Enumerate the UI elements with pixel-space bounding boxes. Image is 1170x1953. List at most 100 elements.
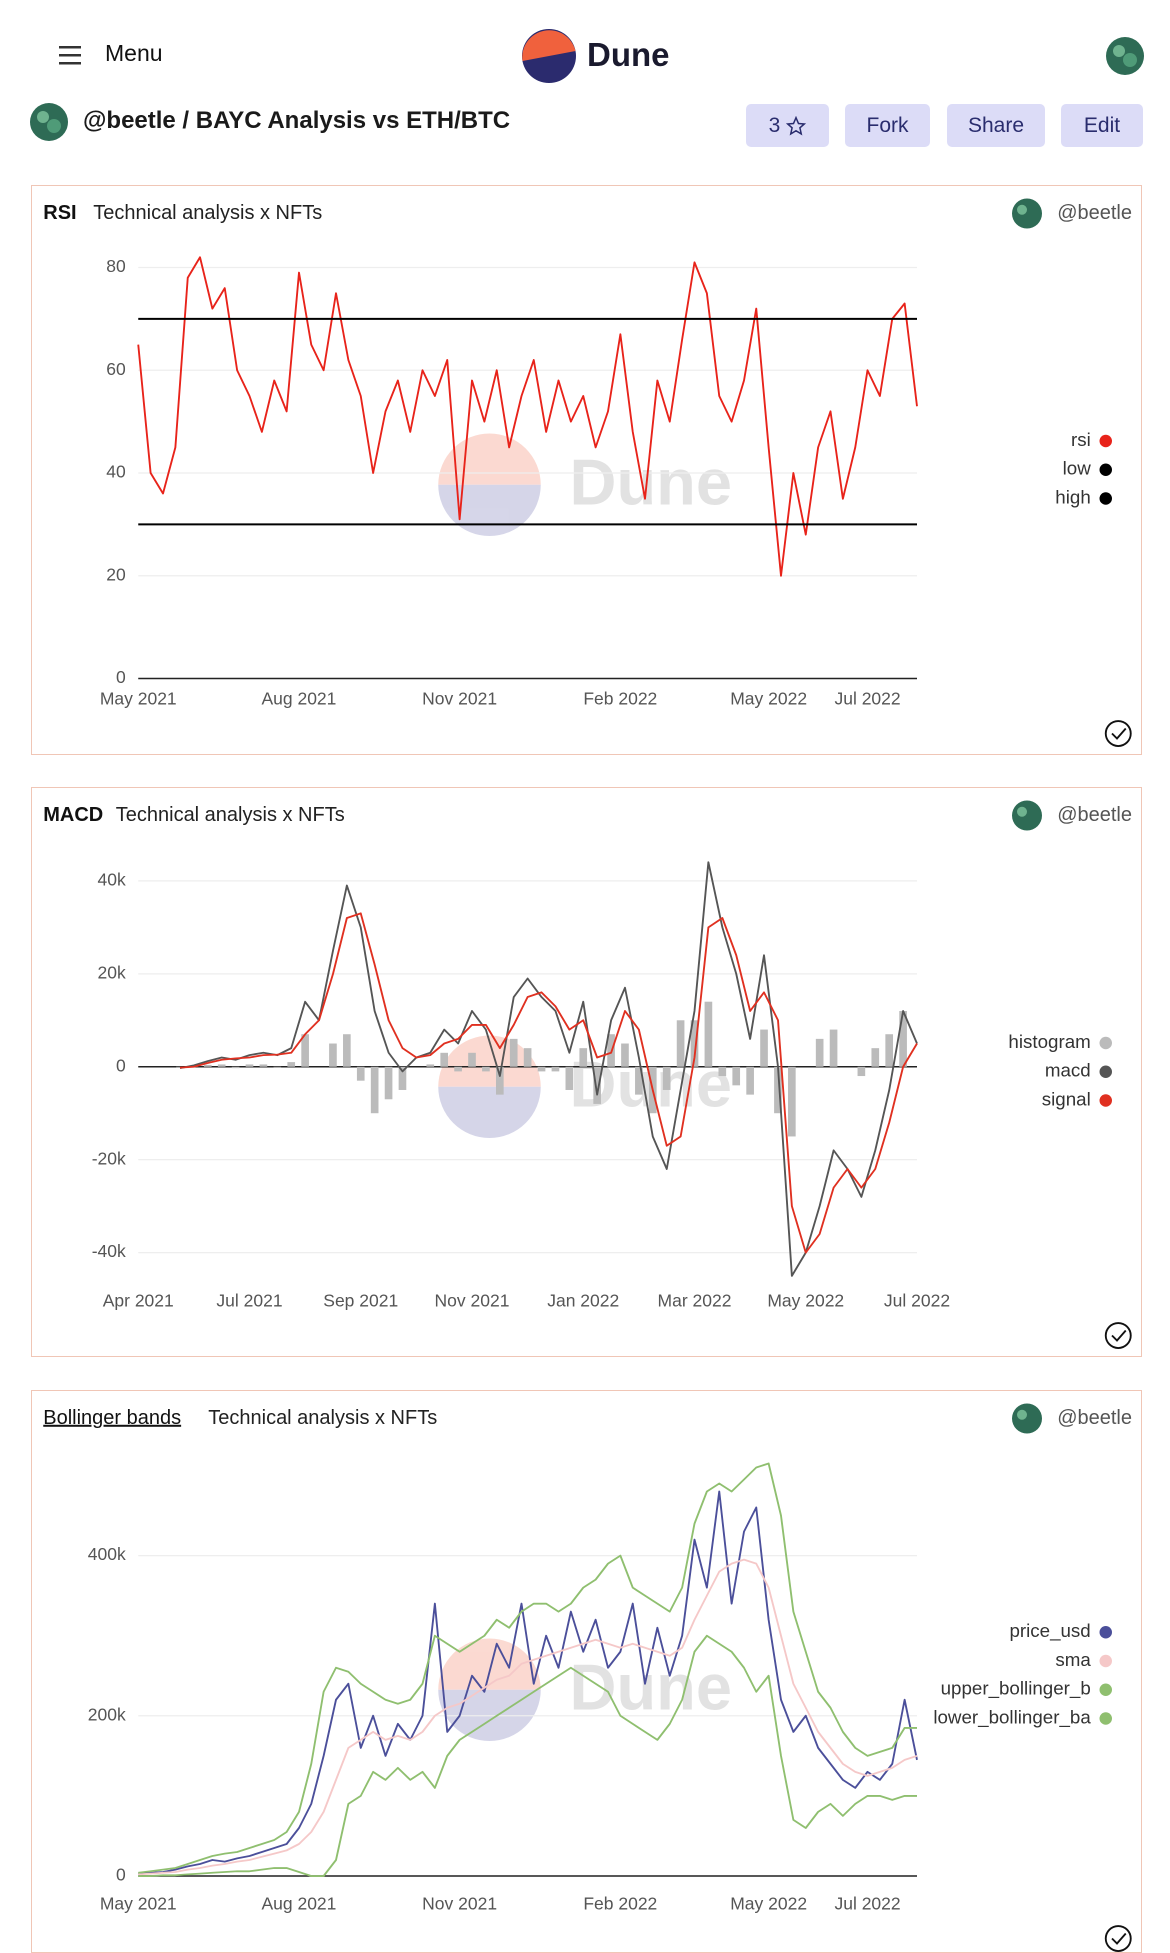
menu-label[interactable]: Menu (105, 40, 163, 66)
logo-icon (522, 29, 576, 83)
status-check (1111, 727, 1127, 740)
legend-dot (1099, 1712, 1112, 1725)
histogram-bar (857, 1066, 866, 1077)
x-tick-label: Jul 2022 (834, 688, 900, 708)
legend-dot (1099, 1094, 1112, 1107)
legend-label[interactable]: high (1055, 486, 1090, 507)
histogram-bar (426, 1064, 435, 1067)
y-tick-label: 20k (98, 962, 126, 982)
avatar-bg (1012, 1403, 1042, 1434)
x-tick-label: Jul 2021 (216, 1290, 282, 1310)
chart-title[interactable]: Bollinger bands (43, 1407, 181, 1429)
legend-dot (1099, 1683, 1112, 1696)
legend-label[interactable]: low (1063, 458, 1092, 479)
y-tick-label: 0 (116, 667, 126, 687)
histogram-bar (690, 1020, 699, 1067)
chart-panel: DuneMACDTechnical analysis x NFTs@beetle… (31, 787, 1142, 1357)
histogram-bar (454, 1066, 462, 1072)
chart-subtitle: Technical analysis x NFTs (116, 804, 345, 826)
watermark-circle (438, 484, 541, 536)
chart-title: MACD (43, 804, 103, 826)
x-tick-label: Aug 2021 (261, 688, 336, 708)
histogram-bar (287, 1062, 296, 1067)
histogram-bar (537, 1066, 546, 1072)
star-count: 3 (768, 113, 781, 137)
status-circle (1104, 720, 1132, 747)
watermark: Dune (438, 433, 732, 536)
chart: Dune Bollinger bands Technical analysis x … (43, 1403, 1132, 1952)
x-tick-label: May 2022 (767, 1290, 844, 1310)
histogram-bar (523, 1048, 532, 1067)
histogram-bar (203, 1064, 212, 1067)
status-icon (1104, 1925, 1132, 1952)
edit-button[interactable]: Edit (1061, 104, 1143, 147)
legend-dot (1099, 434, 1112, 448)
watermark-circle (438, 1638, 541, 1690)
x-tick-label: Jul 2022 (884, 1290, 950, 1310)
chart-subtitle: Technical analysis x NFTs (93, 202, 322, 224)
legend-label[interactable]: signal (1042, 1088, 1091, 1109)
histogram-bar (482, 1066, 490, 1072)
histogram-bar (718, 1066, 727, 1077)
chart-author[interactable]: @beetle (1057, 202, 1132, 224)
legend-label[interactable]: lower_bollinger_ba (933, 1706, 1091, 1728)
legend-label[interactable]: upper_bollinger_b (941, 1678, 1091, 1700)
histogram-bar (384, 1066, 393, 1100)
x-tick-label: Aug 2021 (261, 1893, 336, 1913)
histogram-bar (551, 1066, 560, 1072)
legend-label[interactable]: sma (1055, 1649, 1091, 1670)
y-tick-label: 20 (106, 564, 126, 584)
x-tick-label: Jul 2022 (834, 1893, 900, 1913)
histogram-bar (565, 1066, 574, 1090)
histogram-bar (301, 1034, 309, 1067)
histogram-bar (662, 1066, 671, 1090)
owner-avatar[interactable] (29, 102, 69, 142)
x-tick-label: Nov 2021 (435, 1290, 510, 1310)
histogram-bar (356, 1066, 365, 1081)
chart: Dune RSI Technical analysis x NFTs @beetle 0… (43, 198, 1132, 747)
status-circle (1104, 1925, 1132, 1952)
chart-title: RSI (43, 202, 76, 224)
chart-author[interactable]: @beetle (1057, 804, 1132, 826)
logo-text[interactable]: Dune (587, 36, 670, 73)
y-tick-label: 80 (106, 256, 126, 276)
histogram-bar (440, 1052, 449, 1067)
legend-label[interactable]: rsi (1071, 429, 1091, 450)
legend-label[interactable]: histogram (1008, 1031, 1090, 1052)
histogram-bar (704, 1001, 713, 1067)
histogram-bar (370, 1066, 379, 1114)
user-avatar[interactable] (1105, 36, 1145, 76)
histogram-bar (217, 1064, 226, 1067)
avatar-detail (1017, 806, 1027, 817)
share-button[interactable]: Share (947, 104, 1045, 147)
histogram-bar (746, 1066, 754, 1095)
avatar-detail (1017, 204, 1027, 215)
avatar-bg (1012, 800, 1042, 831)
y-tick-label: 400k (88, 1544, 126, 1564)
histogram-bar (788, 1066, 796, 1137)
x-tick-label: Sep 2021 (323, 1290, 398, 1310)
histogram-bar (329, 1043, 337, 1067)
status-check (1111, 1329, 1127, 1342)
fork-button[interactable]: Fork (845, 104, 930, 147)
star-button[interactable]: 3 (746, 104, 829, 147)
author-avatar (1012, 800, 1042, 831)
chart-subtitle: Technical analysis x NFTs (208, 1407, 437, 1429)
y-tick-label: 40k (98, 870, 126, 890)
status-icon (1104, 1322, 1132, 1349)
legend-label[interactable]: macd (1045, 1060, 1091, 1081)
avatar-bg (1012, 198, 1042, 229)
x-tick-label: Feb 2022 (583, 688, 657, 708)
histogram-bar (468, 1052, 476, 1067)
y-tick-label: 60 (106, 359, 126, 379)
author-avatar (1012, 198, 1042, 229)
histogram-bar (231, 1066, 240, 1069)
author-avatar (1012, 1403, 1042, 1434)
legend-label[interactable]: price_usd (1009, 1620, 1090, 1642)
breadcrumb: @beetle / BAYC Analysis vs ETH/BTC (83, 107, 511, 134)
chart-panel: Dune RSI Technical analysis x NFTs @beetle 0… (31, 185, 1142, 755)
menu-icon[interactable] (56, 43, 86, 67)
x-tick-label: Mar 2022 (658, 1290, 732, 1310)
x-tick-label: Feb 2022 (583, 1893, 657, 1913)
chart-author[interactable]: @beetle (1057, 1407, 1132, 1429)
